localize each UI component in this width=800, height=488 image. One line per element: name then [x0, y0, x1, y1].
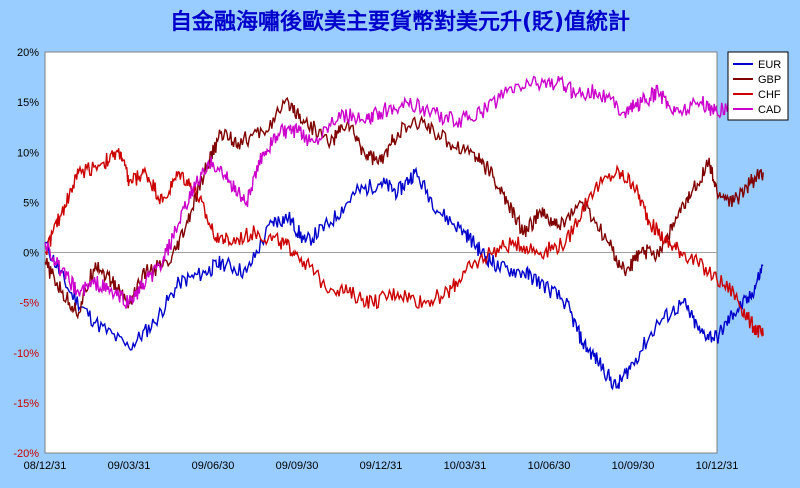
x-tick-label: 09/09/30	[276, 460, 319, 472]
legend-label-gbp: GBP	[758, 74, 781, 86]
chart-title: 自金融海嘯後歐美主要貨幣對美元升(貶)值統計	[169, 10, 631, 35]
y-tick-label: 10%	[17, 147, 39, 159]
series-line-cad	[44, 75, 764, 309]
x-tick-label: 09/12/31	[360, 460, 403, 472]
y-tick-label: -20%	[13, 448, 39, 460]
y-axis: 20% 15% 10% 5% 0% -5% -10% -15% -20%	[13, 47, 39, 460]
series-line-chf	[44, 148, 764, 338]
x-tick-label: 08/12/31	[24, 460, 67, 472]
x-tick-label: 10/12/31	[696, 460, 739, 472]
legend-label-eur: EUR	[758, 59, 781, 71]
x-tick-label: 10/09/30	[612, 460, 655, 472]
x-axis: 08/12/31 09/03/31 09/06/30 09/09/30 09/12/31…	[24, 460, 739, 472]
x-tick-label: 10/06/30	[528, 460, 571, 472]
x-tick-label: 09/03/31	[108, 460, 151, 472]
y-tick-label: 15%	[17, 97, 39, 109]
series-lines	[44, 75, 764, 391]
legend: EUR GBP CHF CAD	[727, 51, 789, 121]
y-tick-label: -10%	[13, 348, 39, 360]
x-tick-label: 10/03/31	[444, 460, 487, 472]
legend-label-chf: CHF	[758, 89, 781, 101]
y-tick-label: -15%	[13, 398, 39, 410]
y-tick-label: 0%	[23, 248, 39, 260]
legend-label-cad: CAD	[758, 104, 781, 116]
series-line-gbp	[44, 96, 764, 320]
x-tick-label: 09/06/30	[192, 460, 235, 472]
y-tick-label: 5%	[23, 197, 39, 209]
y-tick-label: -5%	[19, 298, 39, 310]
series-line-eur	[44, 166, 764, 391]
y-tick-label: 20%	[17, 47, 39, 59]
